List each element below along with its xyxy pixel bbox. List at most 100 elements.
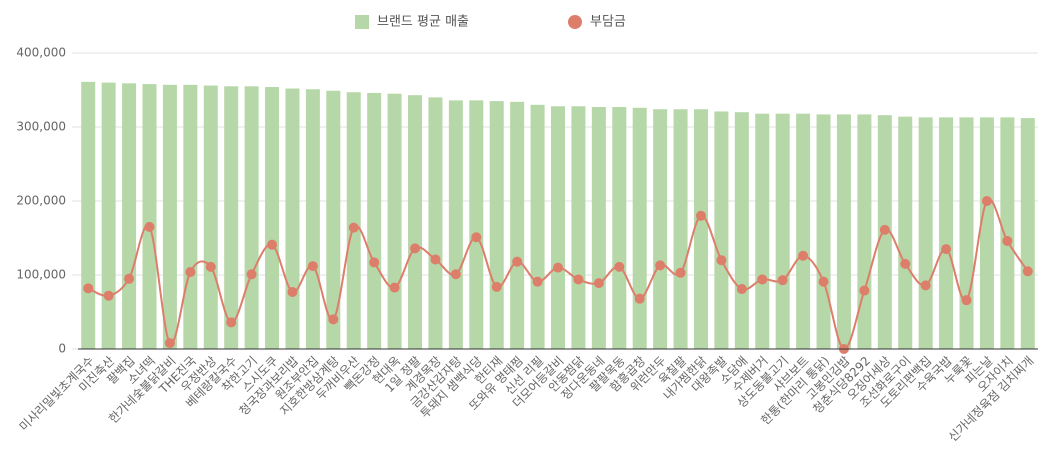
point	[634, 293, 645, 304]
bar	[101, 82, 116, 349]
point	[307, 261, 318, 272]
bar	[1020, 118, 1035, 350]
point	[512, 256, 523, 267]
point	[164, 338, 175, 349]
point	[593, 278, 604, 289]
point	[471, 232, 482, 243]
bar	[428, 97, 443, 350]
point	[246, 269, 257, 280]
bar	[939, 117, 954, 349]
y-tick-label: 200,000	[16, 194, 66, 208]
point	[1002, 235, 1013, 246]
point	[267, 239, 278, 250]
point	[185, 267, 196, 278]
bar	[448, 100, 463, 349]
point	[818, 276, 829, 287]
point	[226, 317, 237, 328]
point	[879, 224, 890, 235]
bar	[224, 86, 239, 350]
point	[573, 274, 584, 285]
bar	[551, 106, 565, 349]
point	[961, 295, 972, 306]
point	[920, 280, 931, 291]
bar	[714, 111, 729, 350]
legend-label: 브랜드 평균 매출	[377, 15, 469, 30]
point	[941, 244, 952, 255]
bar	[796, 113, 811, 350]
point	[144, 221, 155, 232]
point	[103, 290, 114, 301]
point	[430, 254, 441, 265]
point	[1022, 266, 1033, 277]
point	[389, 282, 400, 293]
bar	[265, 87, 280, 349]
point	[655, 260, 666, 271]
bar	[367, 92, 382, 350]
point	[614, 261, 625, 272]
bar	[836, 114, 851, 349]
bar	[693, 109, 708, 350]
bar	[203, 85, 218, 349]
bar	[489, 101, 504, 349]
y-tick-label: 300,000	[16, 120, 66, 134]
point	[124, 273, 135, 284]
bar	[142, 84, 157, 349]
bar	[326, 90, 341, 350]
point	[736, 284, 747, 295]
point	[798, 250, 809, 261]
bar	[244, 86, 259, 350]
bar	[918, 117, 933, 349]
bar	[857, 114, 872, 349]
point	[287, 287, 298, 298]
point	[695, 210, 706, 221]
point	[532, 276, 543, 287]
point	[675, 267, 686, 278]
bar	[162, 84, 177, 349]
bar	[734, 112, 749, 349]
point	[716, 255, 727, 266]
bar	[898, 116, 913, 349]
point	[369, 257, 380, 268]
point	[777, 275, 788, 286]
y-tick-label: 100,000	[16, 268, 66, 282]
point	[410, 243, 421, 254]
point	[981, 196, 992, 206]
bar	[979, 117, 994, 349]
bar	[122, 83, 137, 349]
legend-marker	[568, 15, 582, 29]
bar	[408, 95, 423, 350]
point	[205, 261, 216, 272]
point	[900, 258, 911, 269]
y-tick-label: 400,000	[16, 46, 66, 60]
legend-marker	[355, 15, 369, 29]
bar	[1000, 117, 1015, 349]
point	[859, 285, 870, 296]
point	[348, 222, 359, 233]
legend-label: 부담금	[590, 15, 626, 30]
bar	[653, 109, 668, 350]
bar	[81, 81, 96, 350]
y-tick-label: 0	[58, 342, 66, 356]
bar	[673, 109, 688, 350]
bar	[612, 107, 627, 350]
bar	[530, 104, 545, 349]
point	[450, 269, 461, 280]
point	[491, 281, 502, 292]
bar	[632, 107, 647, 349]
bar	[571, 106, 586, 349]
bar	[469, 100, 484, 349]
bar	[959, 117, 974, 349]
bar	[775, 113, 790, 350]
bar	[591, 107, 606, 350]
point	[553, 262, 563, 273]
bar	[755, 113, 770, 350]
bar	[346, 92, 361, 349]
bar	[285, 88, 300, 350]
bar	[183, 84, 198, 349]
point	[83, 283, 94, 294]
point	[328, 314, 339, 325]
bar	[387, 93, 402, 349]
bar	[510, 101, 525, 349]
point	[757, 274, 768, 285]
